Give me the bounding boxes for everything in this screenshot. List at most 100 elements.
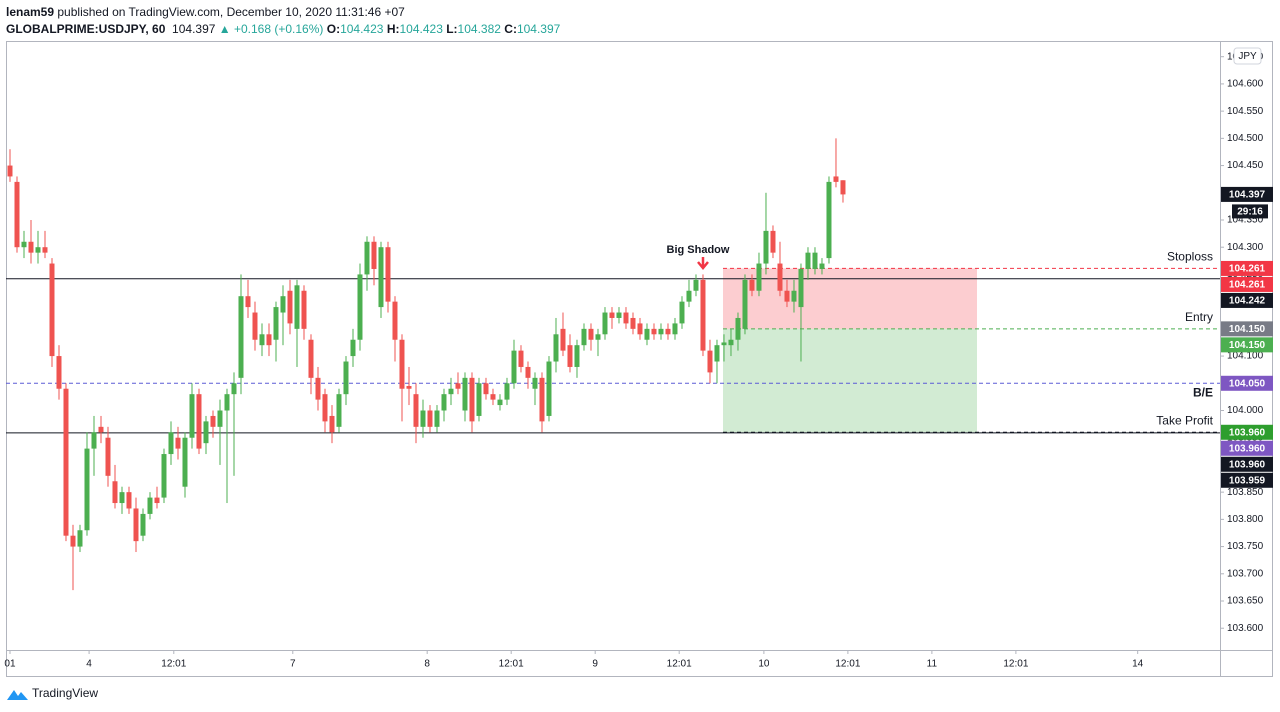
candle-body [567, 345, 573, 367]
candle-body [280, 296, 286, 313]
candle-body [399, 339, 405, 389]
y-tick-label: 103.600 [1227, 623, 1264, 634]
candle-body [14, 181, 20, 248]
candle-body [672, 323, 678, 335]
candle-body [441, 394, 447, 411]
candle-body [490, 394, 496, 400]
candle-body [504, 383, 510, 400]
candle-body [385, 247, 391, 302]
candle-body [539, 377, 545, 422]
candle-body [217, 410, 223, 427]
candle-body [665, 328, 671, 335]
price-label: 103.959 [1229, 475, 1266, 486]
candle-body [245, 296, 251, 308]
candle-body [259, 334, 265, 346]
candle-body [434, 410, 440, 427]
last: 104.397 [172, 22, 216, 36]
candle-body [721, 342, 727, 346]
x-tick-label: 12:01 [1003, 659, 1028, 670]
price-label-box [1221, 186, 1273, 202]
candle-body [406, 386, 412, 389]
x-tick-label: 12:01 [835, 659, 860, 670]
price-label: 104.050 [1229, 378, 1266, 389]
candle-body [840, 180, 846, 195]
logo [7, 690, 28, 700]
candle-body [784, 290, 790, 302]
header: lenam59 published on TradingView.com, De… [6, 4, 560, 38]
frame [6, 41, 1273, 677]
candle-body [203, 421, 209, 444]
candle-body [658, 328, 664, 335]
candle-body [238, 296, 244, 378]
price-label-box [1221, 472, 1273, 488]
x-tick-label: 01 [4, 659, 16, 670]
candle-body [791, 290, 797, 302]
candle-body [273, 307, 279, 340]
candle-body [581, 328, 587, 346]
candle-body [476, 383, 482, 416]
candle-body [357, 274, 363, 340]
candle-body [329, 415, 335, 433]
x-tick-label: 12:01 [161, 659, 186, 670]
x-tick-label: 7 [290, 659, 296, 670]
price-label: 104.150 [1229, 340, 1266, 351]
candle-body [826, 181, 832, 259]
price-label-box [1221, 440, 1273, 456]
header-line-2: GLOBALPRIME:USDJPY, 60 104.397 ▲ +0.168 … [6, 21, 560, 38]
symbol: GLOBALPRIME:USDJPY, 60 [6, 22, 166, 36]
candle-body [707, 350, 713, 373]
price-label: 103.960 [1229, 427, 1266, 438]
candle-body [609, 312, 615, 318]
candle-body [819, 263, 825, 269]
candle-body [413, 394, 419, 427]
candle-body [49, 263, 55, 357]
candle-body [77, 530, 83, 547]
candle-body [336, 394, 342, 427]
candle-body [168, 432, 174, 455]
arrow [697, 257, 709, 270]
candle-body [560, 328, 566, 351]
x-tick-label: 8 [424, 659, 430, 670]
y-tick-label: 103.850 [1227, 487, 1264, 498]
candle-body [322, 394, 328, 422]
candle-body [7, 165, 13, 177]
x-tick-label: 14 [1132, 659, 1144, 670]
ohlc-key: H: [386, 22, 400, 36]
candle-body [462, 377, 468, 411]
y-tick-label: 104.500 [1227, 133, 1264, 144]
price-label-box [1221, 337, 1273, 353]
x-tick-label: 9 [592, 659, 598, 670]
candle-body [742, 279, 748, 329]
candle-body [469, 377, 475, 422]
level-label: B/E [1193, 385, 1213, 399]
ohlc-value: 104.382 [457, 22, 501, 36]
price-label-box [1221, 321, 1273, 337]
candle-body [371, 241, 377, 269]
candle-body [623, 312, 629, 324]
candle-body [546, 361, 552, 416]
candle-body [119, 492, 125, 504]
y-tick-label: 104.350 [1227, 215, 1264, 226]
y-tick-label: 104.100 [1227, 351, 1264, 362]
candle-body [315, 377, 321, 400]
candle-body [595, 334, 601, 340]
candle-body [308, 339, 314, 378]
candle-body [553, 334, 559, 362]
change: ▲ +0.168 (+0.16%) [218, 22, 324, 36]
brand: TradingView [32, 686, 98, 700]
currency: JPY [1238, 51, 1257, 62]
candle-body [420, 410, 426, 427]
candle-body [343, 361, 349, 395]
candle-body [756, 263, 762, 291]
currency-box [1233, 47, 1262, 65]
candle-body [140, 513, 146, 536]
ohlc: O:104.423 H:104.423 L:104.382 C:104.397 [327, 22, 561, 36]
author: lenam59 [6, 5, 55, 19]
candle-body [63, 388, 69, 536]
candle-body [252, 312, 258, 340]
price-label-box [1221, 276, 1273, 292]
reward-zone [723, 328, 977, 433]
candle-body [364, 241, 370, 275]
